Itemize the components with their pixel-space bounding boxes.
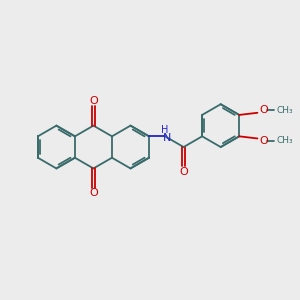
Text: O: O [179,167,188,177]
Text: O: O [260,105,268,116]
Text: H: H [161,125,168,135]
Text: CH₃: CH₃ [277,136,293,145]
Text: CH₃: CH₃ [277,106,293,115]
Text: O: O [260,136,268,146]
Text: N: N [163,133,171,143]
Text: O: O [89,188,98,198]
Text: O: O [89,96,98,106]
